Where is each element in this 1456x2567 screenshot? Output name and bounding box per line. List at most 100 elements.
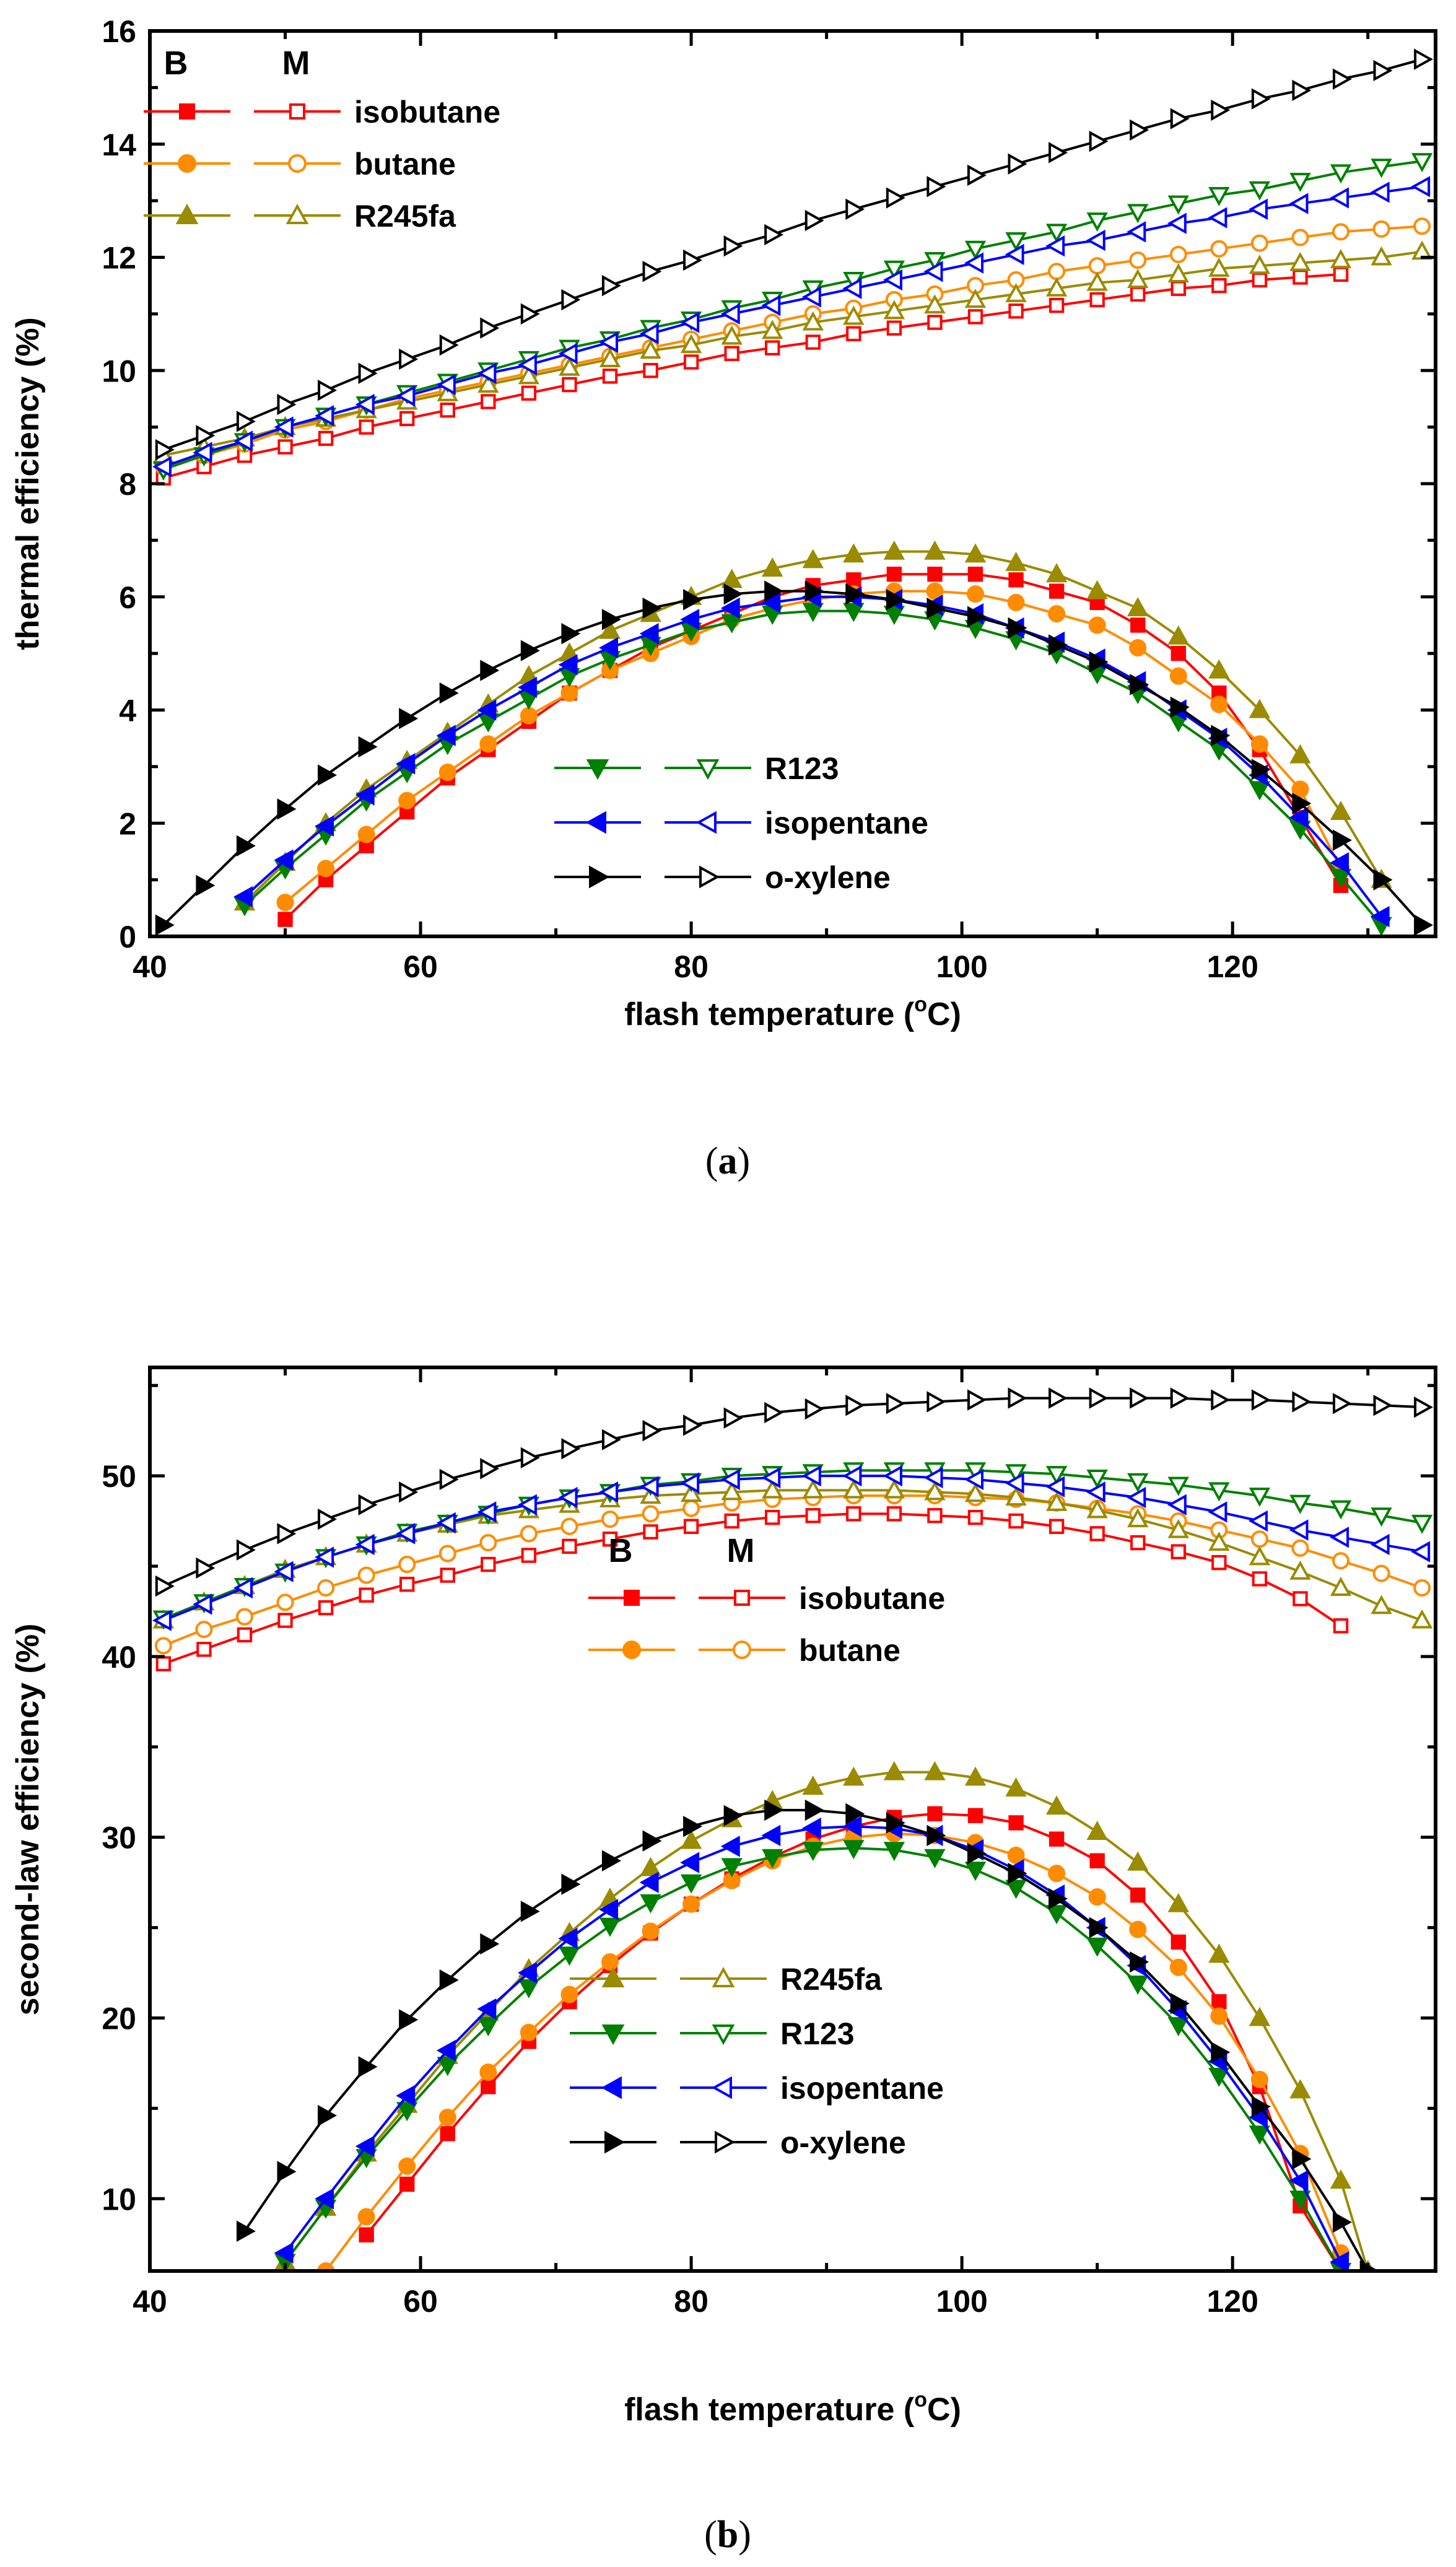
point-o-xylene-modified bbox=[683, 1414, 703, 1436]
series-o-xylene-basic bbox=[155, 580, 1434, 936]
point-o-xylene-modified bbox=[1414, 1396, 1434, 1418]
point-o-xylene-modified bbox=[561, 1438, 581, 1460]
point-o-xylene-modified bbox=[886, 1393, 905, 1414]
legend-item-butane: butane bbox=[588, 1633, 900, 1668]
point-isobutane-modified bbox=[886, 320, 902, 336]
point-o-xylene-basic bbox=[520, 640, 540, 661]
point-isopentane-basic bbox=[1330, 852, 1349, 874]
point-R123-modified bbox=[1086, 212, 1108, 232]
point-butane-basic bbox=[1048, 605, 1066, 623]
y-tick-label: 4 bbox=[119, 694, 136, 728]
point-isopentane-modified bbox=[964, 252, 984, 274]
point-R123-basic bbox=[1249, 2125, 1271, 2145]
point-R123-basic bbox=[802, 1842, 824, 1862]
point-o-xylene-basic bbox=[1292, 2148, 1312, 2170]
point-o-xylene-basic bbox=[1292, 793, 1312, 814]
legend-marker-basic bbox=[601, 2076, 622, 2099]
point-isopentane-basic bbox=[558, 654, 578, 676]
point-isobutane-basic bbox=[1008, 1815, 1024, 1831]
point-isopentane-modified bbox=[883, 269, 902, 291]
point-R123-modified bbox=[1249, 1488, 1271, 1507]
point-isobutane-modified bbox=[440, 403, 455, 418]
point-isopentane-basic bbox=[233, 886, 253, 908]
point-butane-modified bbox=[1250, 1530, 1268, 1548]
point-isobutane-modified bbox=[805, 334, 821, 350]
point-isobutane-modified bbox=[1211, 1554, 1227, 1571]
point-o-xylene-basic bbox=[236, 835, 256, 856]
point-butane-modified bbox=[1332, 223, 1350, 241]
point-R245fa-modified bbox=[1208, 257, 1230, 277]
point-o-xylene-basic bbox=[1251, 759, 1271, 780]
point-isobutane-modified bbox=[562, 377, 577, 393]
point-isobutane-modified bbox=[318, 430, 334, 447]
point-isobutane-modified bbox=[927, 1508, 943, 1523]
y-tick-label: 40 bbox=[102, 1640, 136, 1675]
point-butane-modified bbox=[1372, 1564, 1390, 1582]
point-R245fa-modified bbox=[762, 1479, 783, 1499]
point-R245fa-modified bbox=[762, 320, 783, 339]
point-o-xylene-modified bbox=[358, 362, 378, 385]
point-isopentane-modified bbox=[396, 385, 416, 407]
point-o-xylene-basic bbox=[967, 1842, 987, 1865]
point-isopentane-modified bbox=[274, 1561, 294, 1582]
point-R245fa-modified bbox=[1167, 1519, 1189, 1538]
point-o-xylene-modified bbox=[1251, 1389, 1271, 1411]
point-o-xylene-basic bbox=[1170, 1992, 1190, 2015]
point-isobutane-basic bbox=[399, 2176, 415, 2192]
point-isobutane-modified bbox=[967, 309, 983, 325]
point-isobutane-basic bbox=[1048, 583, 1065, 599]
x-tick-label: 120 bbox=[1206, 949, 1258, 984]
point-isobutane-modified bbox=[481, 394, 496, 409]
point-isopentane-modified bbox=[923, 1467, 943, 1489]
y-tick-label: 2 bbox=[119, 806, 136, 841]
panel-a-caption: (a) bbox=[705, 1140, 750, 1182]
point-R123-modified bbox=[1330, 1500, 1352, 1520]
point-butane-basic bbox=[317, 860, 335, 878]
point-R123-basic bbox=[559, 1946, 580, 1966]
point-isobutane-modified bbox=[643, 1524, 658, 1540]
legend-label: R123 bbox=[765, 751, 839, 786]
point-o-xylene-basic bbox=[399, 708, 419, 730]
point-o-xylene-basic bbox=[804, 580, 824, 602]
legend-item-R123: R123 bbox=[554, 751, 839, 786]
point-isopentane-modified bbox=[558, 342, 578, 365]
point-R123-modified bbox=[924, 252, 946, 271]
point-isobutane-modified bbox=[1293, 1591, 1308, 1606]
point-isobutane-modified bbox=[521, 1548, 537, 1563]
point-isobutane-modified bbox=[927, 315, 943, 330]
panel-a-series-layer bbox=[152, 48, 1434, 936]
panel-a-legend-bottom: R123 isopentane o-xylene bbox=[554, 751, 928, 895]
point-isopentane-modified bbox=[842, 1465, 862, 1487]
point-o-xylene-basic bbox=[399, 2009, 419, 2031]
point-o-xylene-basic bbox=[480, 1933, 500, 1955]
x-tick-label: 40 bbox=[133, 2284, 167, 2319]
point-o-xylene-modified bbox=[1211, 99, 1231, 121]
legend-marker-basic bbox=[586, 759, 609, 780]
point-isopentane-basic bbox=[558, 1927, 578, 1950]
point-isopentane-modified bbox=[1045, 1476, 1065, 1497]
point-R245fa-modified bbox=[843, 1479, 865, 1499]
point-R245fa-basic bbox=[1045, 563, 1068, 583]
point-o-xylene-basic bbox=[439, 1969, 459, 1991]
point-isobutane-modified bbox=[521, 385, 537, 401]
point-isopentane-basic bbox=[720, 1836, 740, 1857]
point-o-xylene-modified bbox=[926, 176, 946, 198]
point-R245fa-basic bbox=[680, 1829, 702, 1849]
point-isopentane-modified bbox=[680, 312, 700, 333]
point-R123-modified bbox=[1045, 1466, 1068, 1486]
point-R245fa-basic bbox=[762, 557, 783, 577]
point-isobutane-modified bbox=[886, 1506, 902, 1522]
point-isopentane-basic bbox=[599, 1899, 619, 1920]
point-R123-basic bbox=[1005, 1880, 1027, 1899]
point-o-xylene-basic bbox=[318, 764, 338, 786]
point-isopentane-modified bbox=[1127, 1486, 1146, 1509]
point-o-xylene-modified bbox=[399, 1481, 419, 1503]
point-R123-modified bbox=[1411, 153, 1433, 173]
legend-marker-basic bbox=[601, 1966, 625, 1987]
point-butane-basic bbox=[520, 2023, 538, 2041]
point-R123-modified bbox=[1289, 1494, 1311, 1514]
legend-marker-modified bbox=[733, 1589, 751, 1606]
point-isopentane-basic bbox=[436, 725, 456, 746]
panel-b-plot-frame bbox=[148, 1366, 1437, 2273]
point-R123-basic bbox=[680, 1874, 702, 1894]
